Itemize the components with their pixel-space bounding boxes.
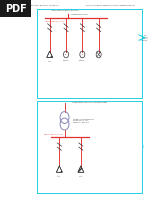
Text: SERVICIO DE 220/380 VOLT: SERVICIO DE 220/380 VOLT — [45, 20, 64, 22]
Polygon shape — [78, 166, 84, 172]
Text: PDF: PDF — [5, 4, 27, 13]
Text: 1: 1 — [142, 145, 144, 148]
Text: PROPUESTA DE DIAGRAMA UNIFILAR DEL SISTEMA ELECTRICO - S/E TIPO PPB: PROPUESTA DE DIAGRAMA UNIFILAR DEL SISTE… — [4, 4, 59, 6]
Text: INTERRUPTOR GENERAL: INTERRUPTOR GENERAL — [71, 14, 88, 15]
Text: ALIMENTADOR DESDE CENTRO TRANSFORMADOR: ALIMENTADOR DESDE CENTRO TRANSFORMADOR — [72, 102, 107, 103]
Polygon shape — [47, 51, 53, 57]
Text: SERVICIO DE 220/380 VOLT: SERVICIO DE 220/380 VOLT — [44, 134, 63, 135]
FancyBboxPatch shape — [0, 0, 31, 17]
Text: ALUM: ALUM — [79, 176, 83, 177]
Text: R2: R2 — [81, 54, 83, 55]
Text: R1: R1 — [65, 54, 67, 55]
Text: RESERVA: RESERVA — [79, 60, 86, 61]
Text: ALUM: ALUM — [57, 176, 61, 177]
Text: ALIM.
DE S/E
13.8 KV
A TRAFO: ALIM. DE S/E 13.8 KV A TRAFO — [141, 35, 148, 41]
Text: TABLERO DE DISTRIBUCION ELECTRICA: TABLERO DE DISTRIBUCION ELECTRICA — [51, 10, 79, 11]
Text: FUENTE: DISTRIBUCION URBANA NORMALIZADA EMPRESA ELECTRICA: FUENTE: DISTRIBUCION URBANA NORMALIZADA … — [86, 4, 135, 6]
Text: ALUM: ALUM — [48, 61, 52, 62]
Polygon shape — [56, 166, 62, 172]
Text: RESERVA: RESERVA — [63, 60, 69, 61]
Text: TRANSFORMADOR 160KVA 13
KV 440-220/127 VOLT
TRIFASICO - PEDESTAL: TRANSFORMADOR 160KVA 13 KV 440-220/127 V… — [73, 118, 95, 123]
